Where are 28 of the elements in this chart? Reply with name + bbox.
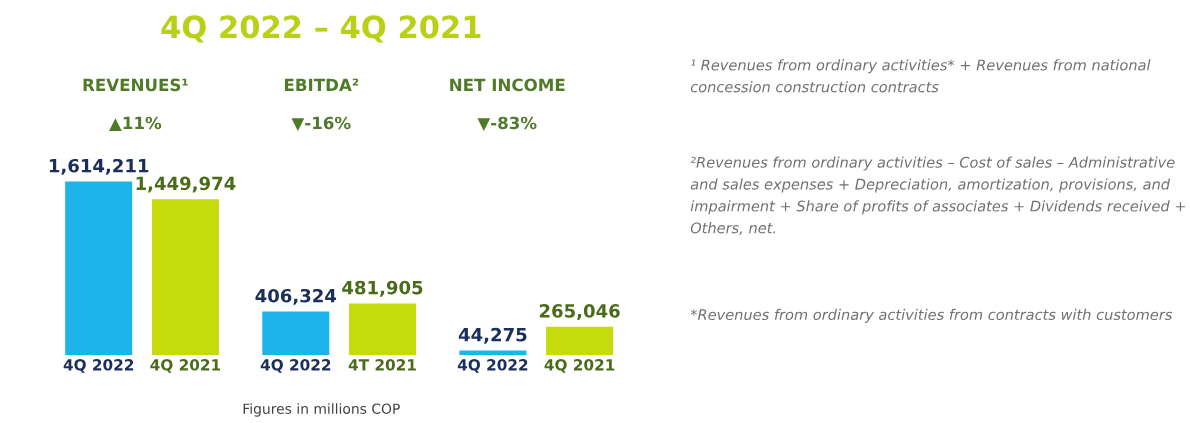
text: Figures in millions COP (243, 403, 400, 417)
text: 4Q 2022 (260, 359, 331, 373)
bar (151, 199, 219, 356)
bar (262, 311, 330, 356)
bar (65, 181, 133, 356)
text: 4Q 2021 (150, 359, 221, 373)
data-label: 1,614,211 (49, 158, 149, 175)
data-label: 265,046 (539, 304, 620, 321)
data-label: 44,275 (458, 327, 527, 344)
text: 4Q 2022 (457, 359, 528, 373)
text: ¹ Revenues from ordinary activities* + Revenues from national concession construction contracts (690, 59, 1151, 93)
text: ▼-83% (477, 116, 537, 132)
text: *Revenues from ordinary activities from contracts with customers (690, 308, 1173, 323)
data-label: 406,324 (255, 288, 337, 305)
text: 4T 2021 (348, 359, 416, 371)
text: ▲11% (109, 116, 162, 132)
chart-title: 4Q 2022 – 4Q 2021 (161, 15, 481, 43)
text: 4Q 2021 (544, 359, 615, 373)
x-tick-label: EBITDA² (284, 78, 359, 91)
text: ²Revenues from ordinary activities – Cost of sales – Administrative and sales expenses + Depreciation, amortization, provisions, and impairment + Share of profits of associates + Dividends received + Others, net. (690, 156, 1186, 235)
text: 4Q 2022 (63, 359, 134, 373)
bar (349, 303, 417, 356)
data-label: 1,449,974 (136, 176, 236, 193)
text: ▼-16% (291, 116, 351, 132)
x-tick-label: REVENUES¹ (83, 78, 188, 92)
bar (546, 326, 614, 356)
x-tick-label: NET INCOME (450, 78, 565, 92)
data-label: 481,905 (342, 280, 423, 297)
